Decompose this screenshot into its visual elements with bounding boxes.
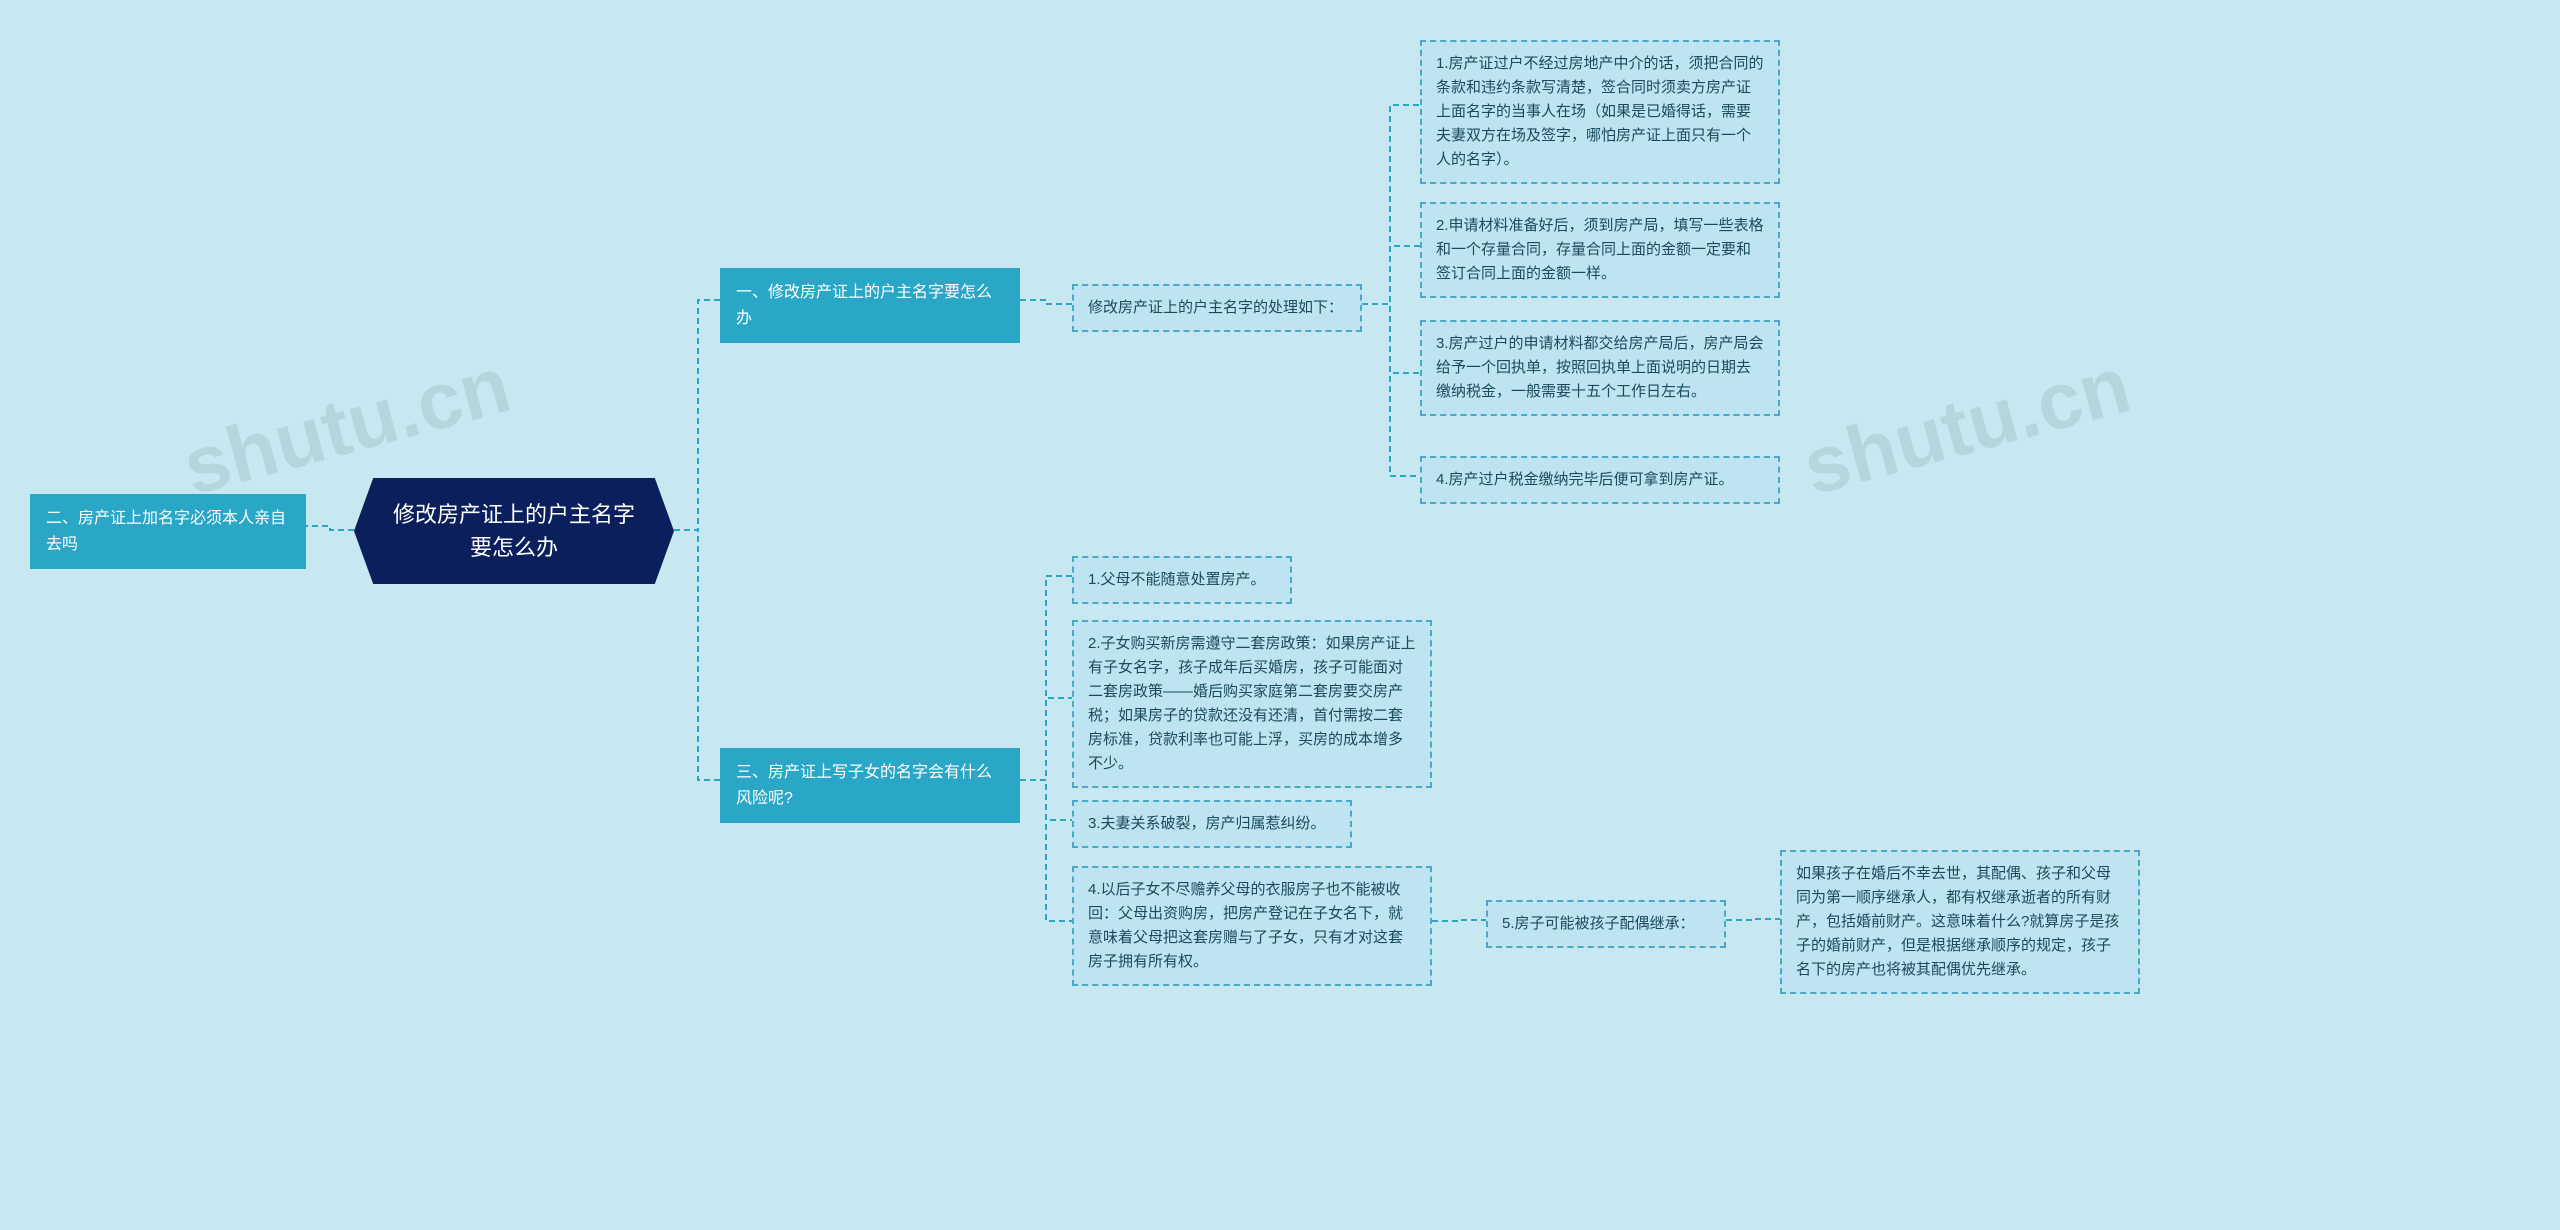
leaf-1-4-text: 4.房产过户税金缴纳完毕后便可拿到房产证。 — [1436, 471, 1734, 488]
branch-right-1-text: 一、修改房产证上的户主名字要怎么办 — [736, 284, 992, 327]
leaf-1-2-text: 2.申请材料准备好后，须到房产局，填写一些表格和一个存量合同，存量合同上面的金额… — [1436, 217, 1764, 282]
leaf-1-2: 2.申请材料准备好后，须到房产局，填写一些表格和一个存量合同，存量合同上面的金额… — [1420, 202, 1780, 298]
leaf-2-4-text: 4.以后子女不尽赡养父母的衣服房子也不能被收回：父母出资购房，把房产登记在子女名… — [1088, 881, 1403, 970]
branch-right-1: 一、修改房产证上的户主名字要怎么办 — [720, 268, 1020, 343]
leaf-1-1: 1.房产证过户不经过房地产中介的话，须把合同的条款和违约条款写清楚，签合同时须卖… — [1420, 40, 1780, 184]
leaf-2-4-child: 5.房子可能被孩子配偶继承： — [1486, 900, 1726, 948]
leaf-1-3: 3.房产过户的申请材料都交给房产局后，房产局会给予一个回执单，按照回执单上面说明… — [1420, 320, 1780, 416]
leaf-2-1-text: 1.父母不能随意处置房产。 — [1088, 571, 1266, 588]
leaf-2-2-text: 2.子女购买新房需遵守二套房政策：如果房产证上有子女名字，孩子成年后买婚房，孩子… — [1088, 635, 1416, 772]
leaf-2-2: 2.子女购买新房需遵守二套房政策：如果房产证上有子女名字，孩子成年后买婚房，孩子… — [1072, 620, 1432, 788]
leaf-2-1: 1.父母不能随意处置房产。 — [1072, 556, 1292, 604]
leaf-2-4-grandchild-text: 如果孩子在婚后不幸去世，其配偶、孩子和父母同为第一顺序继承人，都有权继承逝者的所… — [1796, 865, 2119, 978]
connector-layer — [0, 0, 2560, 1230]
branch-left: 二、房产证上加名字必须本人亲自去吗 — [30, 494, 306, 569]
root-text: 修改房产证上的户主名字要怎么办 — [393, 502, 635, 560]
watermark: shutu.cn — [1794, 338, 2140, 513]
branch-right-1-child-text: 修改房产证上的户主名字的处理如下： — [1088, 299, 1343, 316]
leaf-2-3-text: 3.夫妻关系破裂，房产归属惹纠纷。 — [1088, 815, 1326, 832]
branch-right-2: 三、房产证上写子女的名字会有什么风险呢? — [720, 748, 1020, 823]
leaf-1-4: 4.房产过户税金缴纳完毕后便可拿到房产证。 — [1420, 456, 1780, 504]
leaf-1-3-text: 3.房产过户的申请材料都交给房产局后，房产局会给予一个回执单，按照回执单上面说明… — [1436, 335, 1764, 400]
branch-left-text: 二、房产证上加名字必须本人亲自去吗 — [46, 510, 286, 553]
leaf-2-4: 4.以后子女不尽赡养父母的衣服房子也不能被收回：父母出资购房，把房产登记在子女名… — [1072, 866, 1432, 986]
branch-right-2-text: 三、房产证上写子女的名字会有什么风险呢? — [736, 764, 992, 807]
leaf-2-3: 3.夫妻关系破裂，房产归属惹纠纷。 — [1072, 800, 1352, 848]
leaf-2-4-child-text: 5.房子可能被孩子配偶继承： — [1502, 915, 1695, 932]
root-node: 修改房产证上的户主名字要怎么办 — [354, 478, 674, 584]
leaf-2-4-grandchild: 如果孩子在婚后不幸去世，其配偶、孩子和父母同为第一顺序继承人，都有权继承逝者的所… — [1780, 850, 2140, 994]
branch-right-1-child: 修改房产证上的户主名字的处理如下： — [1072, 284, 1362, 332]
leaf-1-1-text: 1.房产证过户不经过房地产中介的话，须把合同的条款和违约条款写清楚，签合同时须卖… — [1436, 55, 1764, 168]
